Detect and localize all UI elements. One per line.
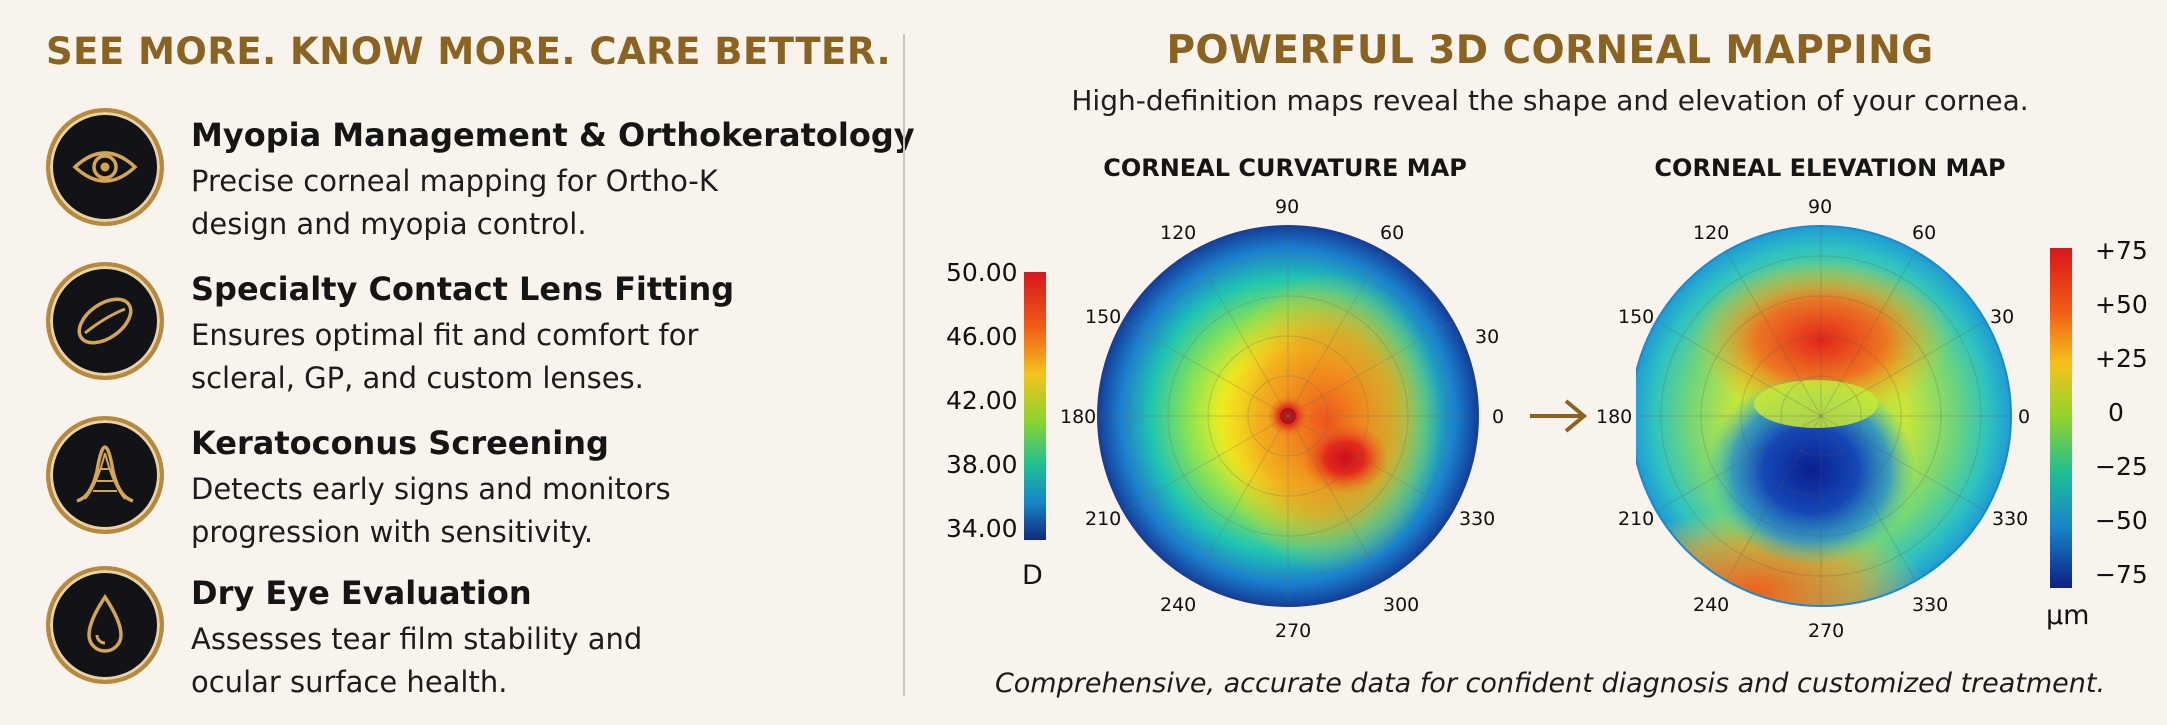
feature-badge — [46, 416, 164, 534]
curvature-angle-270: 270 — [1275, 620, 1312, 642]
elevation-scale-label: 0 — [2108, 398, 2124, 427]
feature-keratoconus: Keratoconus Screening Detects early sign… — [46, 416, 886, 556]
feature-title: Keratoconus Screening — [191, 424, 609, 462]
elevation-scale-label: +75 — [2095, 236, 2148, 265]
feature-myopia: Myopia Management & Orthokeratology Prec… — [46, 108, 915, 248]
curvature-scale-label: 50.00 — [946, 258, 1018, 287]
elevation-scale-label: +25 — [2095, 344, 2148, 373]
elevation-angle-120: 120 — [1693, 222, 1730, 244]
features-panel: SEE MORE. KNOW MORE. CARE BETTER. Myopia… — [0, 0, 915, 725]
elevation-scale-label: −50 — [2095, 506, 2148, 535]
curvature-scale-label: 46.00 — [946, 322, 1018, 351]
elevation-angle-0: 0 — [2018, 406, 2031, 428]
elevation-angle-330-upper: 330 — [1992, 508, 2029, 530]
feature-title: Specialty Contact Lens Fitting — [191, 270, 735, 308]
curvature-angle-0: 0 — [1492, 406, 1505, 428]
feature-description: Precise corneal mapping for Ortho-K desi… — [191, 164, 718, 241]
curvature-color-scale — [1024, 272, 1046, 540]
elevation-angle-90: 90 — [1808, 196, 1833, 218]
feature-title: Dry Eye Evaluation — [191, 574, 532, 612]
elevation-angle-150: 150 — [1618, 306, 1655, 328]
elevation-angle-60: 60 — [1912, 222, 1937, 244]
elevation-map — [1636, 225, 2012, 607]
cornea-cone-icon — [76, 445, 134, 503]
curvature-scale-label: 38.00 — [946, 450, 1018, 479]
curvature-angle-150: 150 — [1085, 306, 1122, 328]
divider — [903, 34, 905, 696]
contact-lens-icon — [77, 297, 133, 345]
mapping-title: POWERFUL 3D CORNEAL MAPPING — [1166, 28, 1934, 73]
curvature-unit: D — [1022, 560, 1043, 591]
feature-description: Ensures optimal fit and comfort for scle… — [191, 318, 699, 395]
eye-icon — [72, 151, 138, 183]
curvature-map-title: CORNEAL CURVATURE MAP — [1103, 154, 1467, 182]
curvature-angle-30: 30 — [1475, 326, 1500, 348]
headline: SEE MORE. KNOW MORE. CARE BETTER. — [46, 30, 892, 73]
arrow-right-icon — [1530, 399, 1588, 433]
curvature-map — [1097, 225, 1479, 607]
curvature-scale-label: 42.00 — [946, 386, 1018, 415]
curvature-angle-180: 180 — [1060, 406, 1097, 428]
curvature-angle-240: 240 — [1160, 594, 1197, 616]
curvature-angle-60: 60 — [1380, 222, 1405, 244]
elevation-angle-240: 240 — [1693, 594, 1730, 616]
curvature-scale-label: 34.00 — [946, 514, 1018, 543]
elevation-scale-label: −75 — [2095, 560, 2148, 589]
mapping-subtitle: High-definition maps reveal the shape an… — [1071, 84, 2029, 117]
elevation-color-scale — [2050, 248, 2072, 588]
elevation-angle-270: 270 — [1808, 620, 1845, 642]
feature-dry-eye: Dry Eye Evaluation Assesses tear film st… — [46, 566, 886, 706]
elevation-unit: µm — [2046, 600, 2090, 631]
curvature-angle-330: 330 — [1459, 508, 1496, 530]
feature-badge — [46, 262, 164, 380]
elevation-scale-label: +50 — [2095, 290, 2148, 319]
curvature-angle-120: 120 — [1160, 222, 1197, 244]
tear-drop-icon — [87, 593, 123, 653]
elevation-angle-30: 30 — [1990, 306, 2015, 328]
curvature-angle-300: 300 — [1383, 594, 1420, 616]
feature-description: Assesses tear film stability and ocular … — [191, 622, 643, 699]
feature-badge — [46, 566, 164, 684]
mapping-footer: Comprehensive, accurate data for confide… — [994, 668, 2106, 699]
elevation-angle-210: 210 — [1618, 508, 1655, 530]
feature-badge — [46, 108, 164, 226]
elevation-angle-330-lower: 330 — [1912, 594, 1949, 616]
curvature-angle-90: 90 — [1275, 196, 1300, 218]
elevation-map-title: CORNEAL ELEVATION MAP — [1654, 154, 2006, 182]
feature-title: Myopia Management & Orthokeratology — [191, 116, 915, 154]
feature-description: Detects early signs and monitors progres… — [191, 472, 671, 549]
elevation-scale-label: −25 — [2095, 452, 2148, 481]
curvature-angle-210: 210 — [1085, 508, 1122, 530]
elevation-angle-180: 180 — [1596, 406, 1633, 428]
feature-contact-lens: Specialty Contact Lens Fitting Ensures o… — [46, 262, 886, 402]
